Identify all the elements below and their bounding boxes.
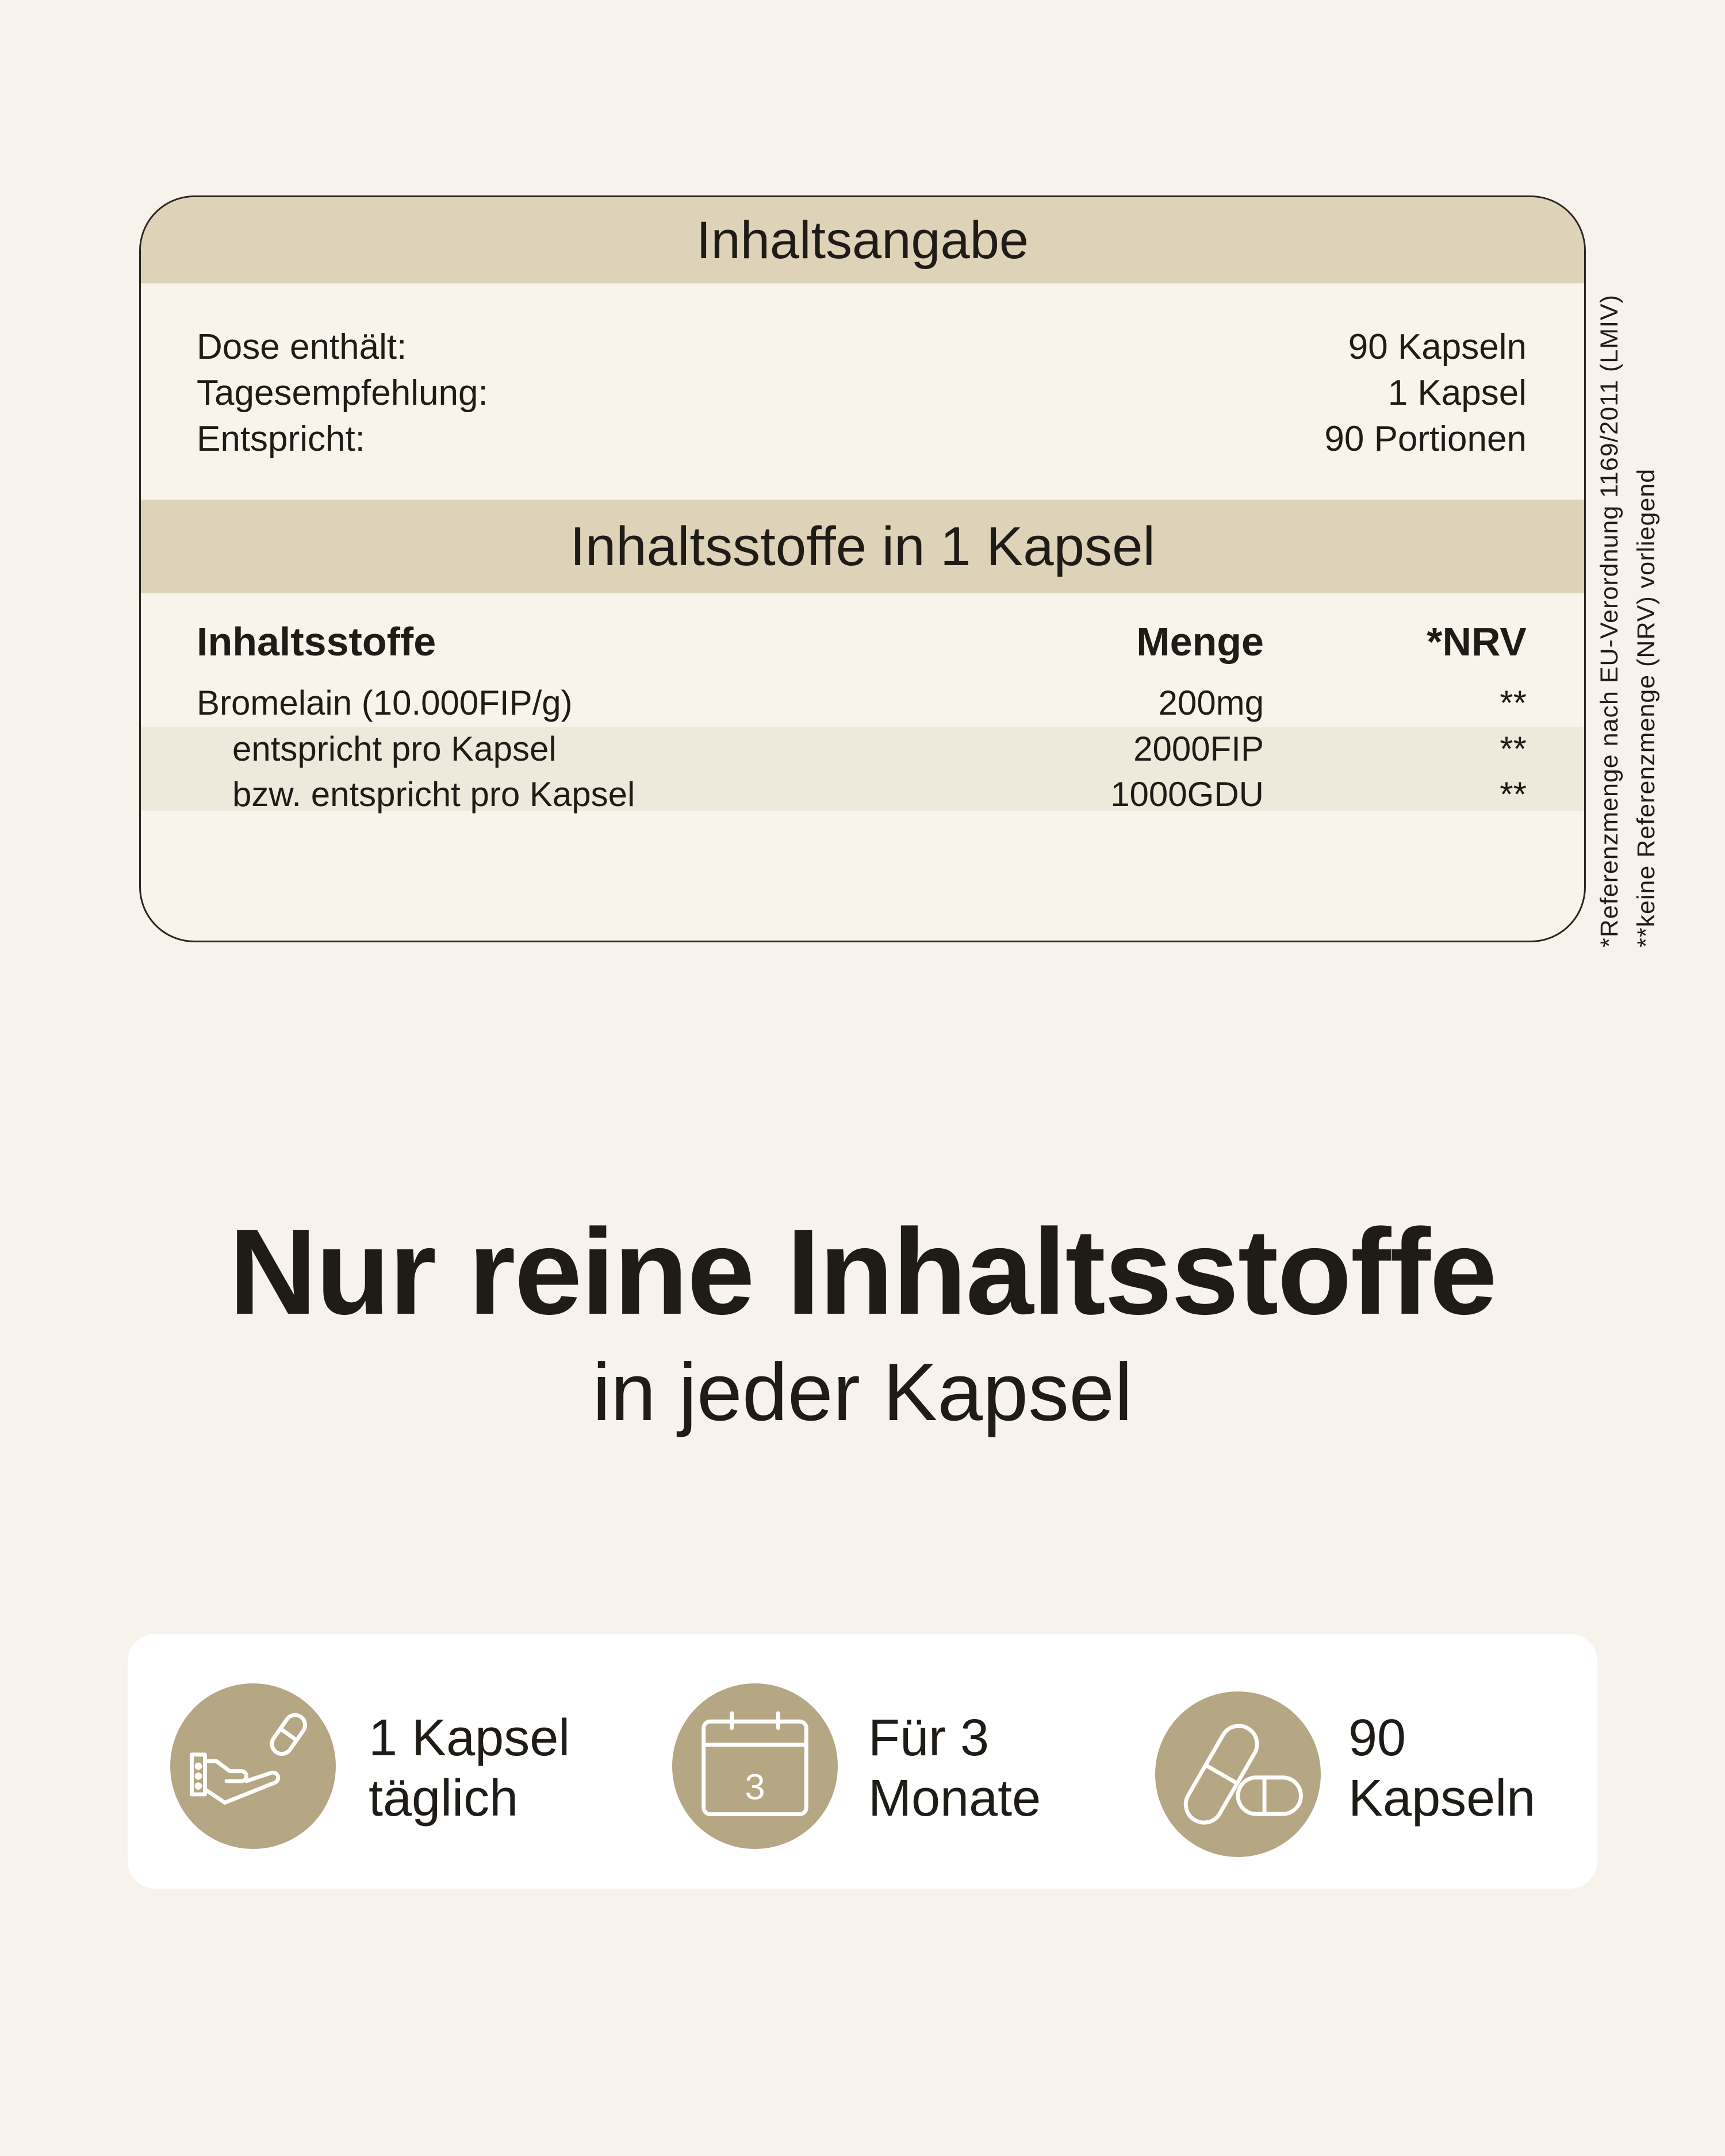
column-header: Menge (1136, 619, 1264, 664)
calendar-number: 3 (745, 1767, 765, 1808)
nutrition-table: Inhaltsangabe Dose enthält: 90 Kapseln Ta… (139, 195, 1586, 942)
ingredient-nrv: ** (1500, 730, 1527, 768)
ingredient-amount: 1000GDU (1110, 775, 1264, 814)
feature-label: 1 Kapsel täglich (369, 1708, 570, 1829)
feature-line: täglich (369, 1770, 519, 1827)
summary-row: Entspricht: 90 Portionen (197, 421, 1527, 457)
footnote-no-nrv: **keine Referenzmenge (NRV) vorliegend (1632, 468, 1660, 947)
table-row: Bromelain (10.000FIP/g) 200mg ** (197, 686, 1527, 726)
subheadline: in jeder Kapsel (592, 1346, 1133, 1438)
feature-line: 90 (1348, 1709, 1406, 1767)
summary-label: Tagesempfehlung: (197, 373, 488, 413)
capsules-icon (1155, 1691, 1321, 1857)
feature-line: Kapseln (1348, 1770, 1536, 1827)
ingredient-amount: 2000FIP (1133, 730, 1264, 768)
ingredient-amount: 200mg (1158, 684, 1264, 722)
summary-value: 1 Kapsel (1387, 373, 1527, 413)
feature-line: 1 Kapsel (369, 1709, 570, 1767)
ingredient-name: Bromelain (10.000FIP/g) (197, 684, 573, 722)
calendar-icon: 3 (672, 1683, 838, 1849)
table-header: Inhaltsstoffe Menge *NRV (197, 622, 1527, 662)
summary-label: Dose enthält: (197, 327, 407, 367)
summary-value: 90 Kapseln (1348, 327, 1527, 367)
ingredient-nrv: ** (1500, 775, 1527, 814)
feature-line: Für 3 (868, 1709, 990, 1767)
table-title: Inhaltsangabe (141, 197, 1584, 283)
table-row: bzw. entspricht pro Kapsel 1000GDU ** (197, 777, 1527, 818)
summary-row: Tagesempfehlung: 1 Kapsel (197, 375, 1527, 411)
feature-label: Für 3 Monate (868, 1708, 1041, 1829)
column-header: Inhaltsstoffe (197, 619, 436, 664)
summary-row: Dose enthält: 90 Kapseln (197, 329, 1527, 365)
ingredient-name: entspricht pro Kapsel (232, 730, 557, 768)
row-highlight (141, 727, 1584, 811)
headline: Nur reine Inhaltsstoffe (229, 1203, 1497, 1340)
ingredient-nrv: ** (1500, 684, 1527, 722)
section-title: Inhaltsstoffe in 1 Kapsel (141, 500, 1584, 593)
column-header: *NRV (1427, 619, 1527, 664)
feature-line: Monate (868, 1770, 1041, 1827)
hand-capsule-icon (170, 1683, 336, 1849)
features-card: 1 Kapsel täglich 3 Für 3 Monate 90 Kapseln (128, 1634, 1597, 1889)
summary-label: Entspricht: (197, 419, 365, 459)
footnote-nrv: *Referenzmenge nach EU-Verordnung 1169/2… (1596, 294, 1623, 947)
ingredient-name: bzw. entspricht pro Kapsel (232, 775, 635, 814)
summary-value: 90 Portionen (1324, 419, 1527, 459)
feature-label: 90 Kapseln (1348, 1708, 1535, 1829)
table-row: entspricht pro Kapsel 2000FIP ** (197, 732, 1527, 772)
